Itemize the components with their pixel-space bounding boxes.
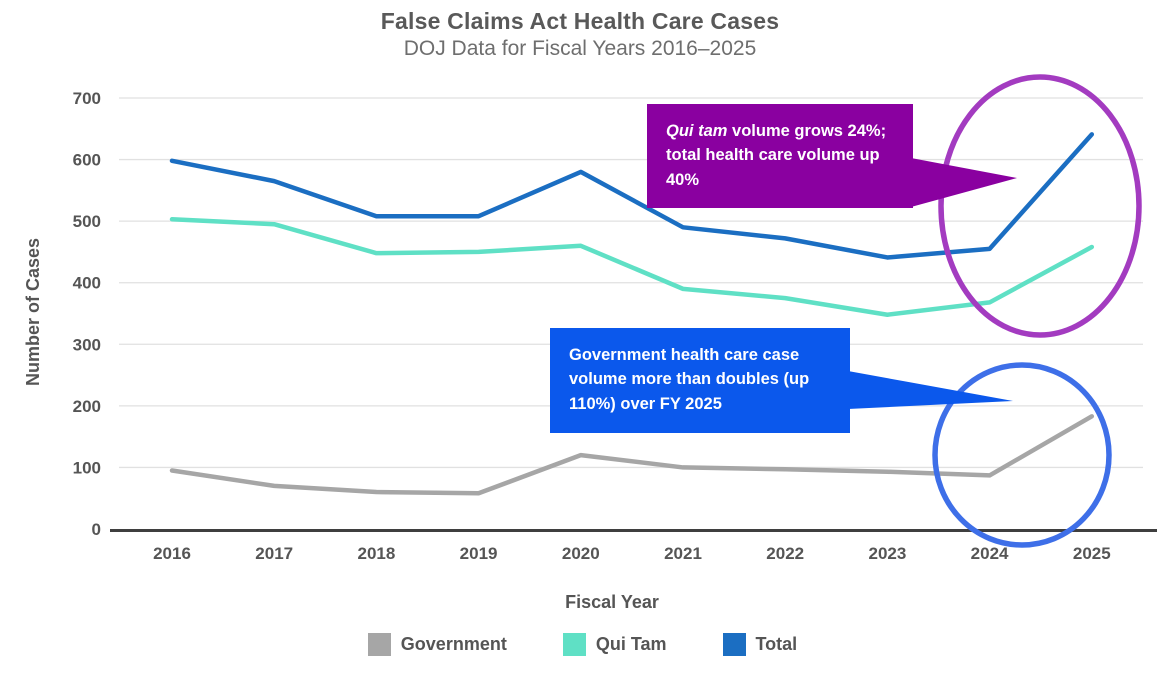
purple-highlight-ellipse (938, 74, 1142, 338)
series-line-qui-tam (169, 217, 1095, 317)
legend-label: Government (400, 634, 507, 654)
y-tick-label: 400 (73, 274, 101, 293)
x-tick-label: 2022 (766, 544, 804, 563)
x-axis-title: Fiscal Year (565, 592, 659, 612)
y-axis-title: Number of Cases (23, 237, 43, 387)
y-tick-label: 0 (92, 520, 101, 539)
legend-swatch-icon (367, 633, 391, 656)
legend-swatch-icon (562, 633, 586, 656)
x-tick-label: 2024 (971, 544, 1009, 563)
y-tick-label: 600 (73, 151, 101, 170)
chart-title: False Claims Act Health Care Cases (380, 8, 780, 34)
x-tick-label: 2016 (153, 544, 191, 563)
qui-tam-callout-pointer (911, 158, 1017, 207)
y-tick-label: 200 (73, 397, 101, 416)
legend-item-total: Total (722, 633, 798, 656)
legend-item-government: Government (367, 633, 507, 656)
y-tick-label: 100 (73, 458, 101, 477)
government-callout-text: Government health care case volume more … (569, 346, 810, 413)
x-tick-label: 2025 (1073, 544, 1111, 563)
government-callout-pointer (848, 371, 1013, 409)
y-tick-label: 300 (73, 335, 101, 354)
x-tick-label: 2018 (357, 544, 395, 563)
qui-tam-callout-box: Qui tam volume grows 24%; total health c… (647, 104, 913, 208)
qui-tam-callout-italic: Qui tam (666, 122, 728, 140)
x-tick-label: 2017 (255, 544, 293, 563)
legend-swatch-icon (722, 633, 746, 656)
x-tick-label: 2019 (460, 544, 498, 563)
y-tick-label: 700 (73, 89, 101, 108)
x-tick-label: 2021 (664, 544, 702, 563)
legend-item-qui-tam: Qui Tam (562, 633, 667, 656)
blue-highlight-ellipse (932, 362, 1112, 548)
y-tick-label: 500 (73, 212, 101, 231)
chart-subtitle: DOJ Data for Fiscal Years 2016–2025 (403, 37, 757, 60)
government-callout-box: Government health care case volume more … (550, 328, 850, 433)
x-tick-label: 2020 (562, 544, 600, 563)
series-line-total (169, 132, 1095, 260)
chart-legend: Government Qui Tam Total (0, 633, 1165, 656)
x-tick-label: 2023 (868, 544, 906, 563)
legend-label: Total (755, 634, 798, 654)
legend-label: Qui Tam (595, 634, 667, 654)
qui-tam-callout-text: volume grows 24%; total health care volu… (666, 122, 887, 189)
